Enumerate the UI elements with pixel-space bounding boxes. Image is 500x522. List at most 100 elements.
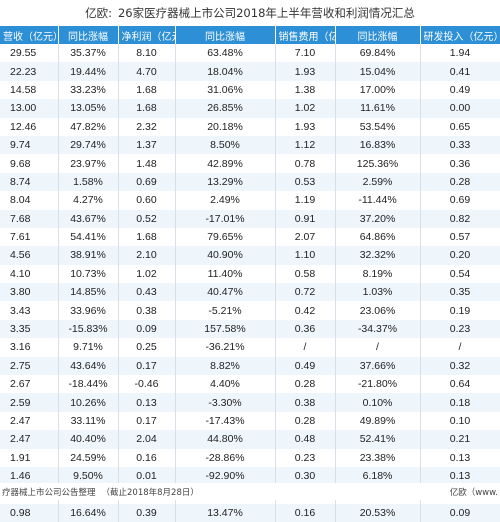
net-profit-cell: 4.70 — [118, 62, 176, 81]
net-profit-cell: 0.16 — [118, 448, 176, 467]
rd-investment-cell: 0.28 — [420, 172, 500, 192]
col-header-revenue: 营收（亿元） — [0, 26, 59, 44]
net-profit-cell: 0.38 — [118, 301, 176, 320]
revenue-cell: 4.56 — [0, 246, 59, 265]
sales-expense-yoy-cell: / — [335, 338, 421, 357]
table-row: 2.47 40.40% 2.04 44.80% 0.48 52.41% 0.21 — [0, 430, 500, 449]
sales-expense-yoy-cell: 37.66% — [335, 356, 421, 376]
table-row: 4.10 10.73% 1.02 11.40% 0.58 8.19% 0.54 — [0, 264, 500, 284]
table-row: 2.47 33.11% 0.17 -17.43% 0.28 49.89% 0.10 — [0, 411, 500, 431]
net-profit-cell: 0.69 — [118, 172, 176, 192]
sales-expense-cell: 0.28 — [275, 411, 336, 431]
net-profit-cell: 8.10 — [118, 44, 176, 63]
table-row: 29.55 35.37% 8.10 63.48% 7.10 69.84% 1.94 — [0, 44, 500, 63]
net-profit-yoy-cell: 8.50% — [175, 135, 276, 155]
revenue-yoy-cell: 38.91% — [58, 246, 119, 265]
rd-investment-cell: 0.65 — [420, 117, 500, 136]
sales-expense-cell: 0.23 — [275, 448, 336, 467]
net-profit-yoy-cell: 157.58% — [175, 319, 276, 339]
rd-investment-cell: 0.54 — [420, 264, 500, 284]
sales-expense-cell: 0.78 — [275, 154, 336, 173]
sales-expense-cell: 7.10 — [275, 44, 336, 63]
rd-investment-cell: 1.94 — [420, 44, 500, 63]
table-row: 2.67 -18.44% -0.46 4.40% 0.28 -21.80% 0.64 — [0, 375, 500, 394]
rd-investment-cell: 0.09 — [420, 503, 500, 522]
table-body: 29.55 35.37% 8.10 63.48% 7.10 69.84% 1.94 22.23… — [0, 44, 500, 522]
revenue-yoy-cell: 23.97% — [58, 154, 119, 173]
sales-expense-yoy-cell: 2.59% — [335, 172, 421, 192]
net-profit-cell: 2.32 — [118, 117, 176, 136]
revenue-cell: 7.68 — [0, 209, 59, 228]
net-profit-yoy-cell: -36.21% — [175, 338, 276, 357]
rd-investment-cell: 0.33 — [420, 135, 500, 155]
sales-expense-yoy-cell: 15.04% — [335, 62, 421, 81]
net-profit-yoy-cell: -17.01% — [175, 209, 276, 228]
revenue-yoy-cell: 9.50% — [58, 466, 119, 486]
col-header-net-profit-yoy: 同比涨幅 — [175, 26, 276, 44]
page-title: 亿欧: 26家医疗器械上市公司2018年上半年营收和利润情况汇总 — [0, 0, 500, 26]
financial-summary-table: 营收（亿元） 同比涨幅 净利润（亿元） 同比涨幅 销售费用（亿元） 同比涨幅 研… — [0, 26, 500, 522]
col-header-rd-investment: 研发投入（亿元） — [420, 26, 500, 44]
sales-expense-cell: 1.93 — [275, 117, 336, 136]
revenue-cell: 3.80 — [0, 283, 59, 302]
revenue-cell: 3.35 — [0, 319, 59, 339]
net-profit-yoy-cell: 18.04% — [175, 62, 276, 81]
revenue-yoy-cell: 29.74% — [58, 135, 119, 155]
revenue-yoy-cell: 33.96% — [58, 301, 119, 320]
revenue-yoy-cell: -18.44% — [58, 375, 119, 394]
net-profit-cell: 1.68 — [118, 99, 176, 118]
table-row: 1.46 9.50% 0.01 -92.90% 0.30 6.18% 0.13 — [0, 466, 500, 486]
net-profit-cell: 0.13 — [118, 393, 176, 412]
net-profit-cell: 2.04 — [118, 430, 176, 449]
revenue-yoy-cell: 43.64% — [58, 356, 119, 376]
sales-expense-yoy-cell: 52.41% — [335, 430, 421, 449]
net-profit-yoy-cell: 2.49% — [175, 191, 276, 210]
rd-investment-cell: 0.19 — [420, 301, 500, 320]
rd-investment-cell: 0.13 — [420, 466, 500, 486]
rd-investment-cell: 0.57 — [420, 227, 500, 247]
sales-expense-yoy-cell: 53.54% — [335, 117, 421, 136]
table-row: 1.91 24.59% 0.16 -28.86% 0.23 23.38% 0.13 — [0, 448, 500, 467]
table-row: 2.59 10.26% 0.13 -3.30% 0.38 0.10% 0.18 — [0, 393, 500, 412]
net-profit-yoy-cell: 13.47% — [175, 503, 276, 522]
table-row: 22.23 19.44% 4.70 18.04% 1.93 15.04% 0.41 — [0, 62, 500, 81]
net-profit-yoy-cell: 11.40% — [175, 264, 276, 284]
sales-expense-cell: 0.91 — [275, 209, 336, 228]
table-row: 3.80 14.85% 0.43 40.47% 0.72 1.03% 0.35 — [0, 283, 500, 302]
col-header-sales-expense-yoy: 同比涨幅 — [335, 26, 421, 44]
net-profit-yoy-cell: 63.48% — [175, 44, 276, 63]
sales-expense-yoy-cell: 17.00% — [335, 80, 421, 100]
net-profit-cell: 1.68 — [118, 227, 176, 247]
sales-expense-cell: / — [275, 338, 336, 357]
sales-expense-cell: 1.10 — [275, 246, 336, 265]
sales-expense-cell: 0.30 — [275, 466, 336, 486]
sales-expense-cell: 0.42 — [275, 301, 336, 320]
net-profit-yoy-cell: -3.30% — [175, 393, 276, 412]
revenue-cell: 9.74 — [0, 135, 59, 155]
rd-investment-cell: 0.35 — [420, 283, 500, 302]
net-profit-yoy-cell: 26.85% — [175, 99, 276, 118]
net-profit-yoy-cell: -17.43% — [175, 411, 276, 431]
sales-expense-yoy-cell: 49.89% — [335, 411, 421, 431]
table-row: 7.61 54.41% 1.68 79.65% 2.07 64.86% 0.57 — [0, 227, 500, 247]
net-profit-yoy-cell: 42.89% — [175, 154, 276, 173]
net-profit-cell: 0.43 — [118, 283, 176, 302]
net-profit-cell: 2.10 — [118, 246, 176, 265]
revenue-cell: 3.16 — [0, 338, 59, 357]
table-header-row: 营收（亿元） 同比涨幅 净利润（亿元） 同比涨幅 销售费用（亿元） 同比涨幅 研… — [0, 26, 500, 44]
revenue-cell: 2.47 — [0, 430, 59, 449]
rd-investment-cell: 0.41 — [420, 62, 500, 81]
sales-expense-cell: 0.58 — [275, 264, 336, 284]
sales-expense-yoy-cell: 64.86% — [335, 227, 421, 247]
revenue-yoy-cell: 16.64% — [58, 503, 119, 522]
net-profit-yoy-cell: -5.21% — [175, 301, 276, 320]
rd-investment-cell: 0.32 — [420, 356, 500, 376]
table-row: 9.68 23.97% 1.48 42.89% 0.78 125.36% 0.36 — [0, 154, 500, 173]
sales-expense-cell: 0.48 — [275, 430, 336, 449]
footer-brand: 亿欧（www. — [449, 487, 498, 498]
revenue-cell: 29.55 — [0, 44, 59, 63]
revenue-cell: 1.46 — [0, 466, 59, 486]
rd-investment-cell: 0.36 — [420, 154, 500, 173]
col-header-sales-expense: 销售费用（亿元） — [275, 26, 336, 44]
net-profit-cell: 1.48 — [118, 154, 176, 173]
